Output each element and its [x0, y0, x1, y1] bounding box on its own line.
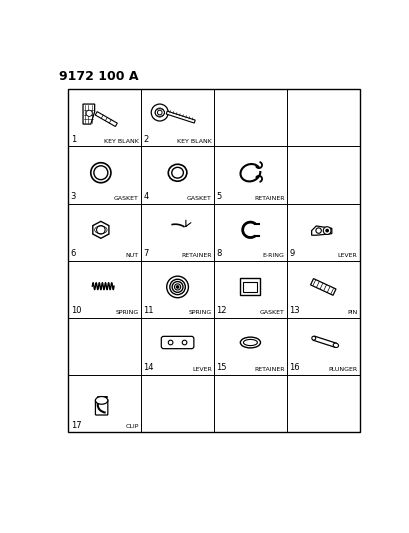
Ellipse shape — [333, 343, 338, 348]
Circle shape — [169, 279, 185, 295]
Text: 4: 4 — [143, 192, 148, 201]
Ellipse shape — [240, 337, 260, 348]
Text: GASKET: GASKET — [187, 196, 211, 201]
Text: GASKET: GASKET — [259, 310, 284, 315]
Circle shape — [325, 229, 328, 232]
Circle shape — [94, 166, 108, 180]
Text: 10: 10 — [70, 306, 81, 316]
Circle shape — [174, 284, 180, 290]
Ellipse shape — [155, 109, 164, 116]
Bar — [243, 281, 256, 292]
Ellipse shape — [168, 164, 187, 181]
Polygon shape — [312, 336, 336, 348]
Ellipse shape — [243, 340, 257, 345]
Text: 2: 2 — [143, 135, 148, 144]
Ellipse shape — [95, 397, 108, 404]
Text: PLUNGER: PLUNGER — [328, 367, 357, 372]
Ellipse shape — [311, 336, 315, 340]
Text: 11: 11 — [143, 306, 154, 316]
Circle shape — [151, 104, 168, 121]
Polygon shape — [95, 111, 117, 126]
Text: 7: 7 — [143, 249, 148, 259]
Circle shape — [168, 340, 173, 345]
Text: 12: 12 — [216, 306, 226, 316]
Circle shape — [90, 163, 111, 183]
Bar — [239, 278, 259, 295]
Text: SPRING: SPRING — [115, 310, 139, 315]
Polygon shape — [166, 111, 195, 123]
Text: 15: 15 — [216, 364, 226, 373]
Circle shape — [97, 225, 105, 234]
Text: 13: 13 — [288, 306, 299, 316]
Text: E-RING: E-RING — [262, 253, 284, 258]
Polygon shape — [311, 226, 331, 235]
Text: 3: 3 — [70, 192, 76, 201]
Text: GASKET: GASKET — [114, 196, 139, 201]
Circle shape — [172, 281, 182, 292]
Ellipse shape — [171, 167, 183, 178]
Text: RETAINER: RETAINER — [254, 196, 284, 201]
Circle shape — [166, 276, 188, 298]
Text: RETAINER: RETAINER — [254, 367, 284, 372]
Text: 8: 8 — [216, 249, 221, 259]
FancyBboxPatch shape — [161, 336, 193, 349]
Circle shape — [315, 228, 321, 233]
Text: PIN: PIN — [346, 310, 357, 315]
Circle shape — [86, 110, 92, 116]
Text: NUT: NUT — [126, 253, 139, 258]
Text: SPRING: SPRING — [188, 310, 211, 315]
Text: 6: 6 — [70, 249, 76, 259]
Text: 5: 5 — [216, 192, 221, 201]
Circle shape — [176, 286, 178, 288]
Text: CLIP: CLIP — [125, 424, 139, 429]
Text: RETAINER: RETAINER — [181, 253, 211, 258]
Text: LEVER: LEVER — [191, 367, 211, 372]
Text: 17: 17 — [70, 421, 81, 430]
Text: KEY BLANK: KEY BLANK — [104, 139, 139, 143]
Text: KEY BLANK: KEY BLANK — [176, 139, 211, 143]
Polygon shape — [83, 104, 94, 124]
Text: 9172 100 A: 9172 100 A — [59, 70, 138, 83]
Circle shape — [322, 227, 330, 235]
Polygon shape — [92, 221, 109, 238]
Text: 1: 1 — [70, 135, 76, 144]
Bar — [68, 90, 359, 432]
Circle shape — [157, 110, 162, 115]
Polygon shape — [310, 279, 335, 295]
Text: 9: 9 — [288, 249, 294, 259]
Text: 14: 14 — [143, 364, 154, 373]
FancyBboxPatch shape — [95, 400, 108, 415]
Text: LEVER: LEVER — [337, 253, 357, 258]
Circle shape — [182, 340, 187, 345]
Text: 16: 16 — [288, 364, 299, 373]
